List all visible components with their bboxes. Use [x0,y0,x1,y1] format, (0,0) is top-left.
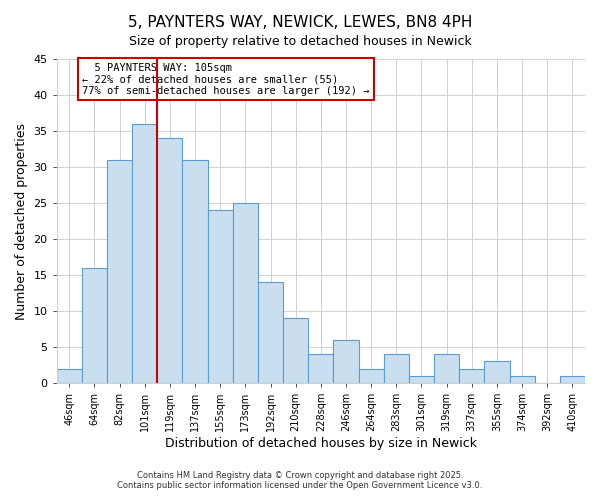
Bar [208,210,233,383]
Text: Size of property relative to detached houses in Newick: Size of property relative to detached ho… [128,35,472,48]
Bar [409,376,434,383]
Bar [509,376,535,383]
Text: Contains HM Land Registry data © Crown copyright and database right 2025.
Contai: Contains HM Land Registry data © Crown c… [118,470,482,490]
Bar [283,318,308,383]
Y-axis label: Number of detached properties: Number of detached properties [15,122,28,320]
Bar [384,354,409,383]
Bar [434,354,459,383]
Bar [560,376,585,383]
Bar [233,203,258,383]
X-axis label: Distribution of detached houses by size in Newick: Distribution of detached houses by size … [165,437,477,450]
Bar [82,268,107,383]
Bar [107,160,132,383]
Bar [258,282,283,383]
Bar [334,340,359,383]
Text: 5 PAYNTERS WAY: 105sqm
← 22% of detached houses are smaller (55)
77% of semi-det: 5 PAYNTERS WAY: 105sqm ← 22% of detached… [82,62,370,96]
Text: 5, PAYNTERS WAY, NEWICK, LEWES, BN8 4PH: 5, PAYNTERS WAY, NEWICK, LEWES, BN8 4PH [128,15,472,30]
Bar [157,138,182,383]
Bar [57,368,82,383]
Bar [484,362,509,383]
Bar [308,354,334,383]
Bar [359,368,384,383]
Bar [132,124,157,383]
Bar [459,368,484,383]
Bar [182,160,208,383]
